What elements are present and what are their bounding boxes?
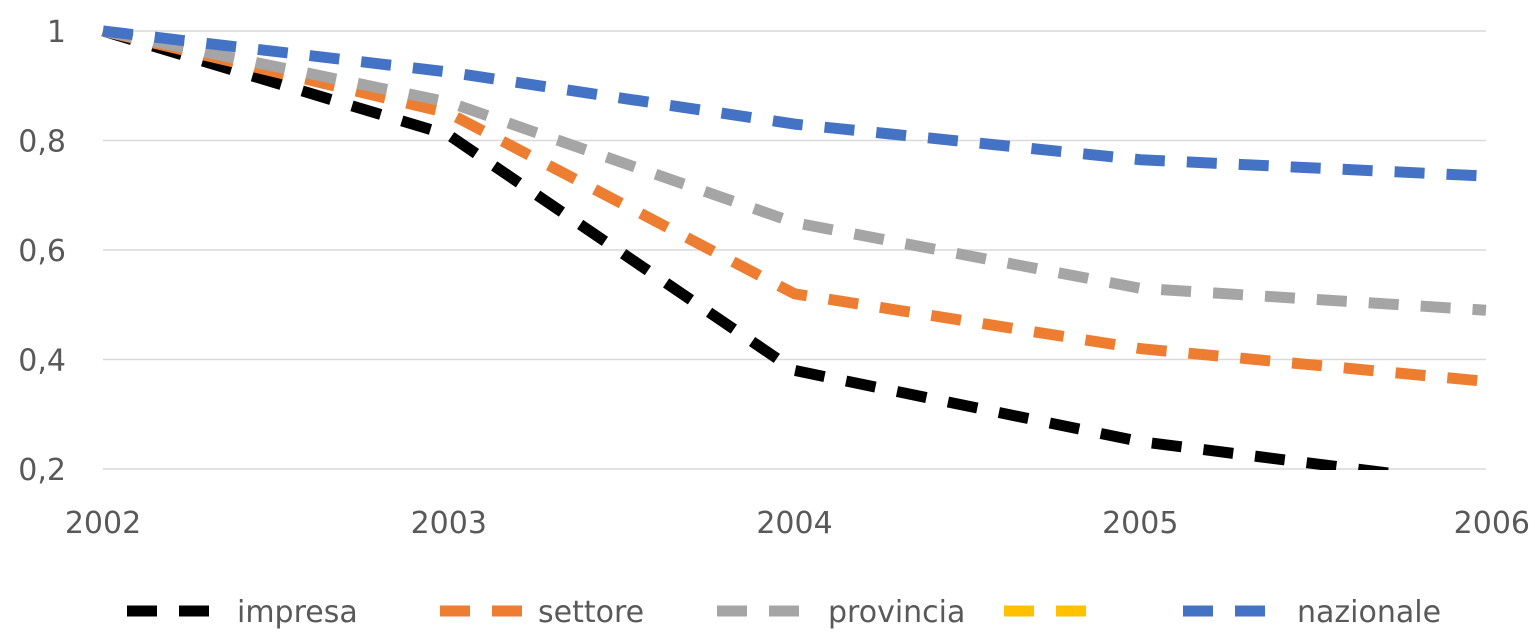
y-tick-label: 1 <box>47 15 66 50</box>
x-tick-label: 2003 <box>411 506 487 541</box>
series-line-impresa <box>101 25 1409 470</box>
y-axis-tick-labels: 0,2 0,4 0,6 0,8 1 <box>18 15 66 488</box>
x-axis-tick-labels: 2002 2003 2004 2005 2006 <box>65 506 1530 541</box>
series-lines <box>101 25 1487 470</box>
series-line-settore <box>101 25 1487 387</box>
x-tick-label: 2005 <box>1102 506 1178 541</box>
legend: impresa settore provincia nazionale <box>127 595 1441 630</box>
legend-item-settore: settore <box>440 595 644 630</box>
legend-label: provincia <box>828 595 965 630</box>
legend-item-impresa: impresa <box>127 595 358 630</box>
legend-label: settore <box>538 595 644 630</box>
y-tick-label: 0,4 <box>18 344 66 379</box>
series-line-nazionale <box>102 25 1487 182</box>
x-tick-label: 2006 <box>1454 506 1530 541</box>
legend-item-nazionale: nazionale <box>1183 595 1441 630</box>
y-tick-label: 0,8 <box>18 125 66 160</box>
y-tick-label: 0,6 <box>18 234 66 269</box>
legend-item-provincia: provincia <box>717 595 965 630</box>
y-tick-label: 0,2 <box>18 453 66 488</box>
series-line-provincia <box>101 25 1487 316</box>
legend-label: nazionale <box>1297 595 1441 630</box>
x-tick-label: 2004 <box>756 506 832 541</box>
x-tick-label: 2002 <box>65 506 141 541</box>
legend-label: impresa <box>237 595 358 630</box>
